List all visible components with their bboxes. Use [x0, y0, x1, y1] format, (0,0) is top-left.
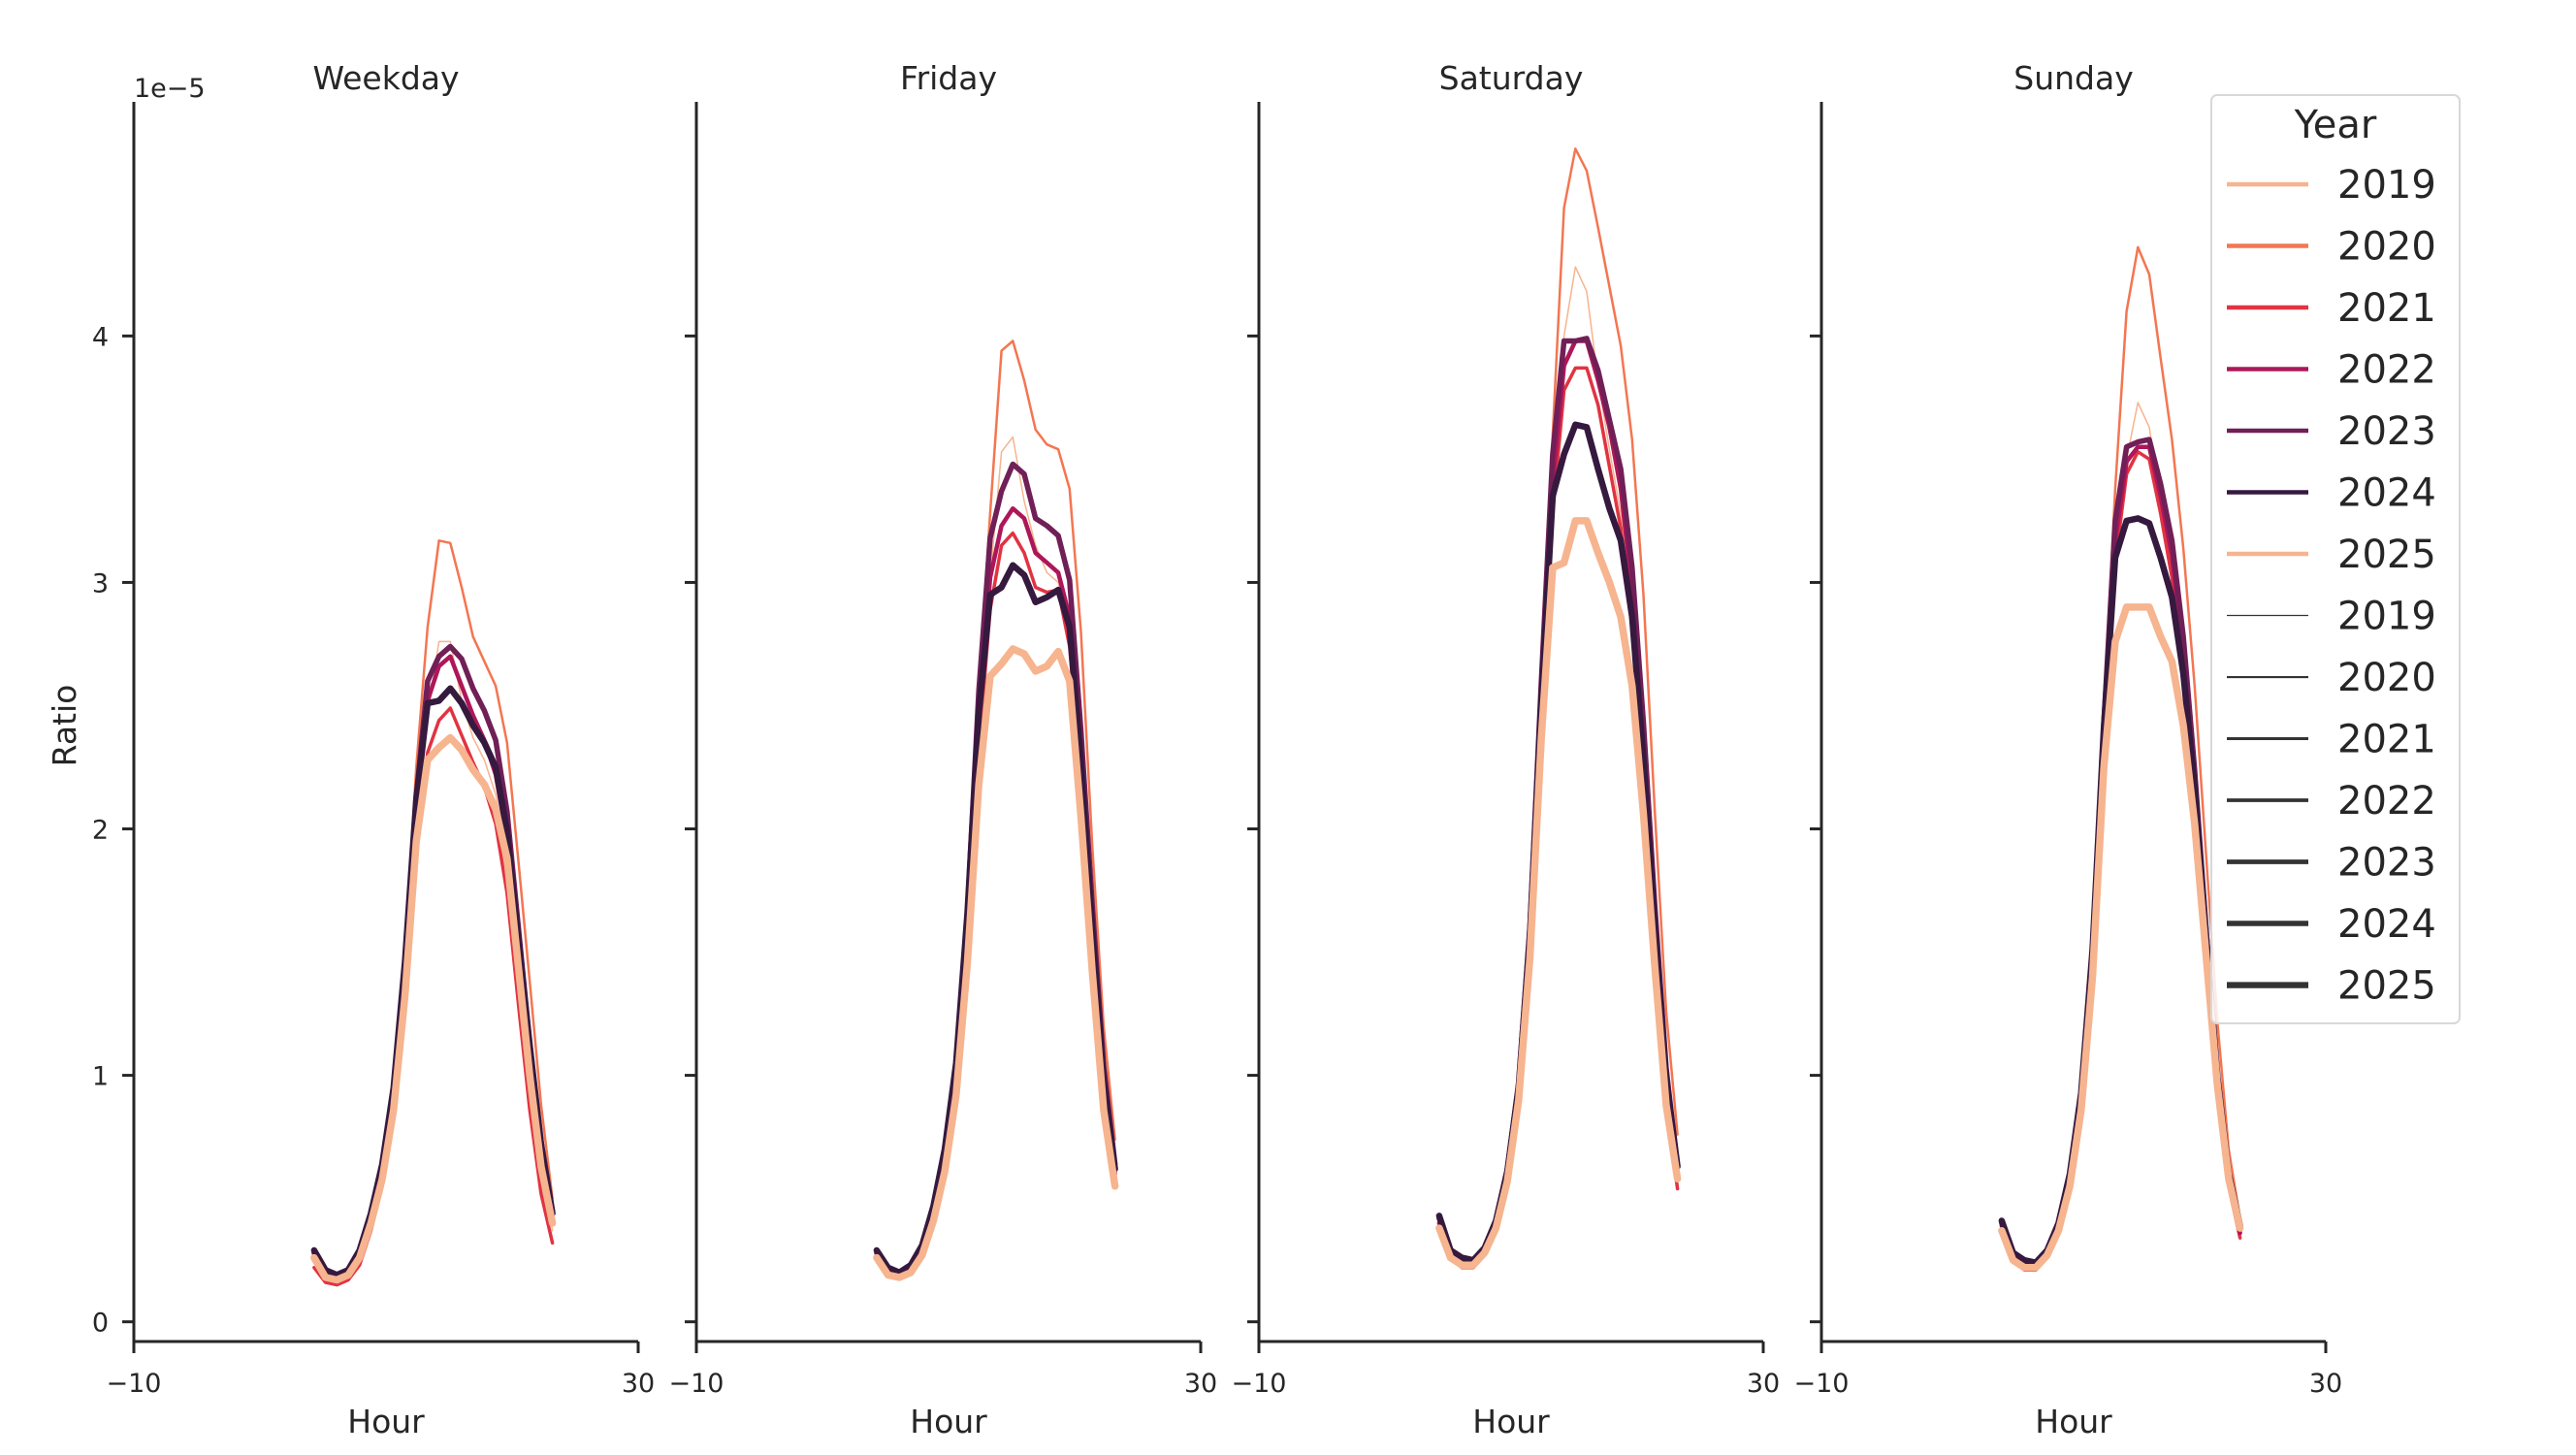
x-axis-label: Hour: [910, 1403, 987, 1440]
legend-label: 2021: [2337, 718, 2436, 762]
y-tick-label: 3: [92, 568, 109, 598]
panel-title: Weekday: [312, 59, 459, 97]
panel-weekday: Weekday 0 1 2 3 4 −10 30 Hour: [92, 59, 655, 1440]
legend-label: 2024: [2337, 902, 2436, 947]
series-line-2019: [876, 436, 1116, 1278]
legend-label: 2025: [2337, 964, 2436, 1009]
series-line-2022: [1999, 444, 2242, 1271]
series-line-2025: [873, 645, 1119, 1281]
series-line-2021: [875, 531, 1117, 1279]
legend-title: Year: [2294, 103, 2377, 147]
legend-label: 2022: [2337, 348, 2436, 393]
series-line-2020: [2000, 245, 2241, 1267]
legend-label: 2023: [2337, 409, 2436, 454]
y-axis-label: Ratio: [46, 685, 83, 767]
x-axis-label: Hour: [347, 1403, 425, 1440]
x-tick-label: −10: [107, 1369, 162, 1399]
x-tick-label: −10: [1232, 1369, 1287, 1399]
panel-sunday: Sunday −10 30 Hour: [1794, 59, 2343, 1440]
series-line-2025: [1998, 603, 2244, 1272]
legend-label: 2019: [2337, 595, 2436, 639]
legend-label: 2021: [2337, 286, 2436, 331]
x-tick-label: 30: [2309, 1369, 2342, 1399]
series-line-2025: [1435, 517, 1682, 1269]
panel-title: Saturday: [1439, 59, 1584, 97]
y-tick-label: 2: [92, 816, 109, 846]
legend-label: 2024: [2337, 471, 2436, 516]
y-tick-label: 4: [92, 322, 109, 352]
panel-title: Friday: [900, 59, 997, 97]
legend: Year 2019 2020 2021 2022 2023 2024 2025 2019 2020…: [2210, 94, 2461, 1024]
series-line-2023: [1999, 436, 2243, 1268]
x-tick-label: 30: [1747, 1369, 1780, 1399]
legend-label: 2022: [2337, 779, 2436, 824]
x-tick-label: −10: [1794, 1369, 1850, 1399]
y-offset-text: 1e−5: [134, 74, 206, 104]
series-line-2021: [2000, 450, 2242, 1273]
y-tick-label: 0: [92, 1309, 109, 1339]
panel-saturday: Saturday −10 30 Hour: [1232, 59, 1781, 1440]
legend-label: 2020: [2337, 656, 2436, 700]
legend-label: 2019: [2337, 163, 2436, 208]
x-tick-label: −10: [669, 1369, 724, 1399]
series-line-2025: [310, 733, 557, 1284]
legend-label: 2025: [2337, 533, 2436, 577]
panel-friday: Friday −10 30 Hour: [669, 59, 1218, 1440]
y-tick-label: 1: [92, 1062, 109, 1092]
x-axis-label: Hour: [1472, 1403, 1550, 1440]
series-line-2024: [873, 562, 1118, 1277]
legend-frame: [2210, 94, 2461, 1024]
x-axis-label: Hour: [2035, 1403, 2112, 1440]
legend-label: 2023: [2337, 841, 2436, 886]
panel-title: Sunday: [2013, 59, 2133, 97]
series-line-2024: [1435, 421, 1681, 1264]
series-line-2021: [312, 706, 555, 1287]
x-tick-label: 30: [1184, 1369, 1217, 1399]
x-tick-label: 30: [622, 1369, 655, 1399]
legend-label: 2020: [2337, 225, 2436, 270]
